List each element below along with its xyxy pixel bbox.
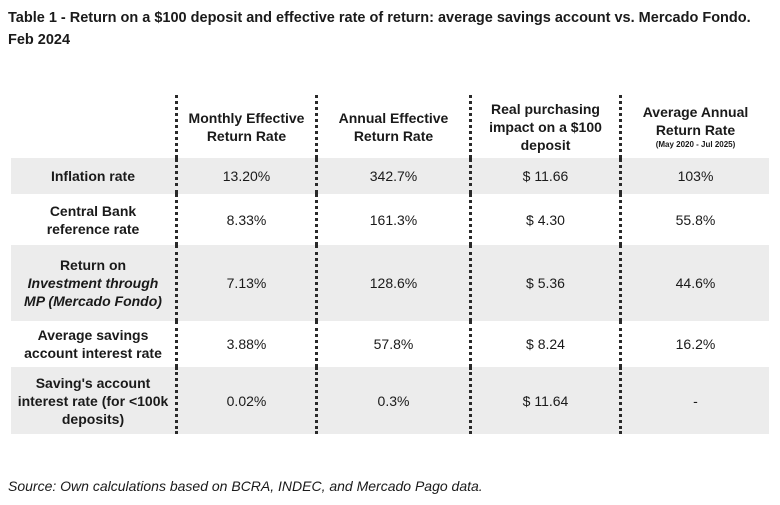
cell-avg-annual: 103% bbox=[619, 158, 769, 194]
row-label: Inflation rate bbox=[11, 158, 175, 194]
column-header-avg-annual-label: Average Annual Return Rate bbox=[642, 103, 749, 138]
cell-monthly: 13.20% bbox=[175, 158, 315, 194]
table-row-central-bank: Central Bank reference rate 8.33% 161.3%… bbox=[11, 194, 769, 245]
column-header-annual: Annual Effective Return Rate bbox=[315, 95, 469, 158]
cell-avg-annual: 16.2% bbox=[619, 321, 769, 367]
cell-annual: 128.6% bbox=[315, 245, 469, 321]
cell-monthly: 3.88% bbox=[175, 321, 315, 367]
row-label: Return on Investment through MP (Mercado… bbox=[11, 245, 175, 321]
cell-avg-annual: 55.8% bbox=[619, 194, 769, 245]
header-row: Monthly Effective Return Rate Annual Eff… bbox=[11, 95, 769, 158]
cell-annual: 161.3% bbox=[315, 194, 469, 245]
source-note: Source: Own calculations based on BCRA, … bbox=[8, 478, 483, 494]
table-row-inflation: Inflation rate 13.20% 342.7% $ 11.66 103… bbox=[11, 158, 769, 194]
cell-real-impact: $ 8.24 bbox=[469, 321, 619, 367]
cell-annual: 0.3% bbox=[315, 367, 469, 434]
table-row-avg-savings: Average savings account interest rate 3.… bbox=[11, 321, 769, 367]
cell-avg-annual: - bbox=[619, 367, 769, 434]
row-label: Saving's account interest rate (for <100… bbox=[11, 367, 175, 434]
column-header-avg-annual: Average Annual Return Rate (May 2020 - J… bbox=[619, 95, 769, 158]
cell-avg-annual: 44.6% bbox=[619, 245, 769, 321]
row-label: Central Bank reference rate bbox=[46, 202, 140, 237]
cell-monthly: 8.33% bbox=[175, 194, 315, 245]
column-header-real-impact: Real purchasing impact on a $100 deposit bbox=[469, 95, 619, 158]
table-row-small-deposits: Saving's account interest rate (for <100… bbox=[11, 367, 769, 434]
header-corner-cell bbox=[11, 95, 175, 158]
cell-real-impact: $ 11.66 bbox=[469, 158, 619, 194]
cell-annual: 57.8% bbox=[315, 321, 469, 367]
cell-real-impact: $ 5.36 bbox=[469, 245, 619, 321]
cell-monthly: 7.13% bbox=[175, 245, 315, 321]
table-title: Table 1 - Return on a $100 deposit and e… bbox=[8, 10, 751, 48]
table-row-mercado-fondo: Return on Investment through MP (Mercado… bbox=[11, 245, 769, 321]
returns-table: Monthly Effective Return Rate Annual Eff… bbox=[11, 95, 769, 434]
row-label-prefix: Return on bbox=[59, 257, 127, 273]
cell-real-impact: $ 11.64 bbox=[469, 367, 619, 434]
row-label: Average savings account interest rate bbox=[24, 327, 162, 361]
cell-annual: 342.7% bbox=[315, 158, 469, 194]
row-label-italic: Investment through MP (Mercado Fondo) bbox=[24, 275, 162, 309]
column-header-monthly: Monthly Effective Return Rate bbox=[175, 95, 315, 158]
cell-real-impact: $ 4.30 bbox=[469, 194, 619, 245]
cell-monthly: 0.02% bbox=[175, 367, 315, 434]
column-header-avg-annual-period: (May 2020 - Jul 2025) bbox=[655, 139, 736, 149]
